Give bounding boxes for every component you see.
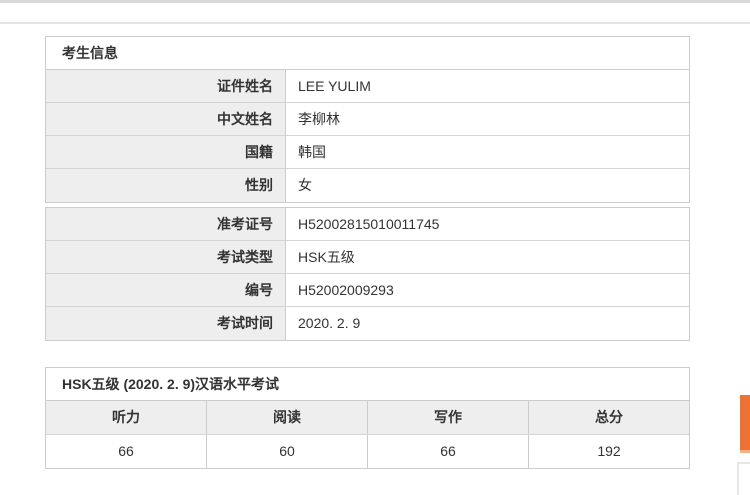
score-writing: 66 bbox=[368, 435, 529, 468]
row-value-serial-number: H52002009293 bbox=[286, 274, 689, 306]
row-value-chinese-name: 李柳林 bbox=[286, 103, 689, 135]
table-row: 编号 H52002009293 bbox=[46, 274, 689, 307]
column-header-total: 总分 bbox=[595, 409, 623, 425]
exam-info-table: 准考证号 H52002815010011745 考试类型 HSK五级 编号 H5… bbox=[45, 207, 690, 341]
column-header-reading: 阅读 bbox=[207, 401, 368, 434]
table-row: 准考证号 H52002815010011745 bbox=[46, 208, 689, 241]
column-header-writing: 写作 bbox=[368, 401, 529, 434]
row-label-admission-ticket-number: 准考证号 bbox=[46, 208, 286, 240]
table-row: 性别 女 bbox=[46, 169, 689, 202]
row-label-chinese-name: 中文姓名 bbox=[46, 103, 286, 135]
table-row: 考试时间 2020. 2. 9 bbox=[46, 307, 689, 340]
table-row: 国籍 韩国 bbox=[46, 136, 689, 169]
score-value-row: 66 60 66 192 bbox=[46, 435, 689, 468]
row-label-test-date: 考试时间 bbox=[46, 307, 286, 340]
row-label-nationality: 国籍 bbox=[46, 136, 286, 168]
row-value-admission-ticket-number: H52002815010011745 bbox=[286, 208, 689, 240]
row-label-certificate-name: 证件姓名 bbox=[46, 70, 286, 102]
floating-widget-partial[interactable] bbox=[737, 462, 750, 495]
column-header-listening: 听力 bbox=[46, 401, 207, 434]
score-reading: 60 bbox=[207, 435, 368, 468]
score-total: 192 bbox=[529, 435, 689, 468]
row-value-test-date: 2020. 2. 9 bbox=[286, 307, 689, 340]
header-rule bbox=[0, 22, 750, 24]
floating-action-button[interactable] bbox=[740, 395, 750, 453]
row-value-test-type: HSK五级 bbox=[286, 241, 689, 273]
row-value-gender: 女 bbox=[286, 169, 689, 202]
score-listening: 66 bbox=[46, 435, 207, 468]
table-row: 中文姓名 李柳林 bbox=[46, 103, 689, 136]
table-row: 考试类型 HSK五级 bbox=[46, 241, 689, 274]
row-value-certificate-name: LEE YULIM bbox=[286, 70, 689, 102]
table-row: 证件姓名 LEE YULIM bbox=[46, 70, 689, 103]
top-divider-bar bbox=[0, 0, 750, 3]
score-header-row: 听力 阅读 写作 总分 bbox=[46, 401, 689, 435]
examinee-info-table: 考生信息 证件姓名 LEE YULIM 中文姓名 李柳林 国籍 韩国 性别 女 bbox=[45, 36, 690, 203]
row-label-serial-number: 编号 bbox=[46, 274, 286, 306]
row-value-nationality: 韩国 bbox=[286, 136, 689, 168]
score-table-title: HSK五级 (2020. 2. 9)汉语水平考试 bbox=[46, 368, 689, 401]
examinee-info-title: 考生信息 bbox=[46, 37, 689, 70]
score-table: HSK五级 (2020. 2. 9)汉语水平考试 听力 阅读 写作 总分 66 … bbox=[45, 367, 690, 469]
row-label-gender: 性别 bbox=[46, 169, 286, 202]
row-label-test-type: 考试类型 bbox=[46, 241, 286, 273]
